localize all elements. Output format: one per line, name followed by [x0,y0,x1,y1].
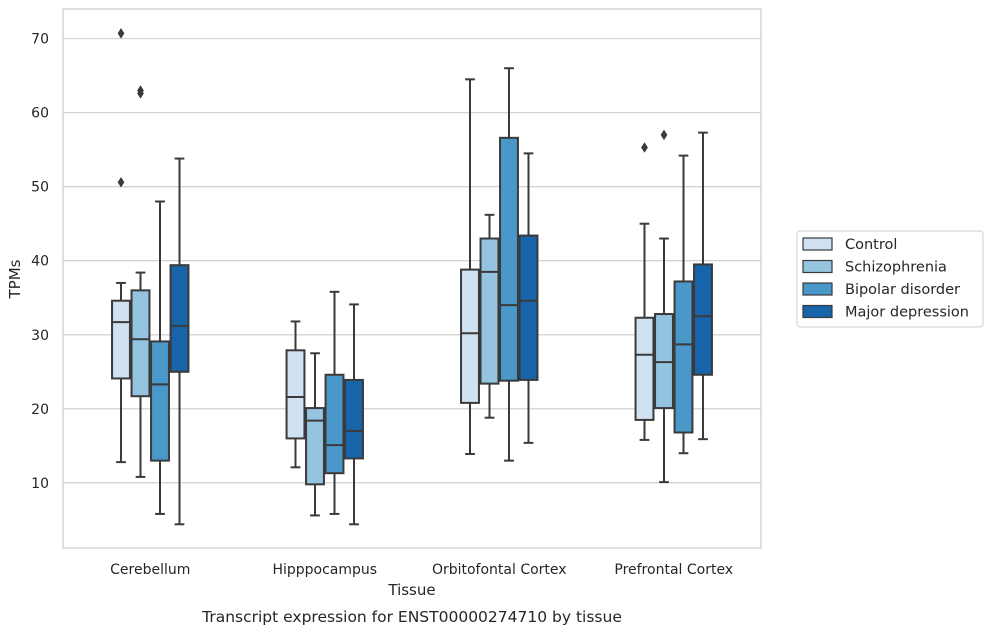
series-bipolar-disorder [150,67,694,515]
box [634,142,655,441]
box [344,303,364,526]
y-axis-label: TPMs [6,259,24,299]
box-iqr [111,299,131,380]
box [673,154,694,455]
x-tick-label: Hipppocampus [272,562,377,578]
box-iqr [324,373,345,475]
box [130,85,151,478]
box [285,320,306,469]
y-tick-label: 20 [31,402,49,418]
chart-caption: Transcript expression for ENST0000027471… [201,608,622,626]
outlier-point [117,28,125,39]
outlier-point [641,142,648,153]
y-tick-label: 50 [31,180,49,196]
outlier-point [137,85,144,96]
box [518,152,539,444]
legend-entry: Bipolar disorder [845,282,960,298]
y-tick-label: 30 [31,328,49,344]
legend-entry: Schizophrenia [845,260,947,276]
box-iqr [654,313,674,410]
box [460,78,480,455]
legend-frame [796,230,984,328]
box-iqr [518,234,539,381]
x-axis-ticks: Cerebellum Hipppocampus Orbitofontal Corte… [110,562,733,578]
series-schizophrenia [130,85,674,517]
legend-swatch [802,282,833,296]
legend-entry: Major depression [845,305,969,321]
box [150,200,170,515]
box-iqr [693,263,713,376]
box [499,67,519,462]
x-tick-label: Cerebellum [110,562,190,578]
box [169,157,190,526]
y-tick-label: 10 [31,476,49,492]
box-plot-series [111,28,713,526]
y-axis-ticks: 10 20 30 40 50 60 70 [31,32,49,492]
y-tick-label: 70 [31,32,49,48]
y-tick-label: 40 [31,254,49,270]
box [324,290,345,515]
legend-swatch [802,304,833,319]
box-iqr [130,289,151,398]
legend: Control Schizophrenia Bipolar disorder Majo… [796,230,984,328]
box-iqr [479,237,500,385]
y-tick-label: 60 [31,106,49,122]
box-iqr [305,407,325,486]
box [111,28,131,464]
x-tick-label: Orbitofontal Cortex [432,562,567,578]
plot-area-frame [62,8,762,549]
box-iqr [634,316,655,421]
x-axis-label: Tissue [387,581,435,599]
series-control [111,28,655,469]
box-iqr [285,349,306,440]
box-iqr [460,268,480,404]
legend-swatch [802,237,833,251]
box [654,129,674,484]
box [305,352,325,517]
outlier-point [117,177,125,188]
box-iqr [169,264,190,373]
box-iqr [499,136,519,382]
box [479,213,500,419]
x-tick-label: Prefrontal Cortex [614,562,733,578]
series-major-depression [169,131,713,526]
box-iqr [673,280,694,434]
legend-swatch [802,259,833,274]
box-iqr [150,340,170,462]
legend-entry: Control [845,237,897,253]
box [693,131,713,441]
outlier-point [660,129,668,141]
box-iqr [344,378,364,460]
